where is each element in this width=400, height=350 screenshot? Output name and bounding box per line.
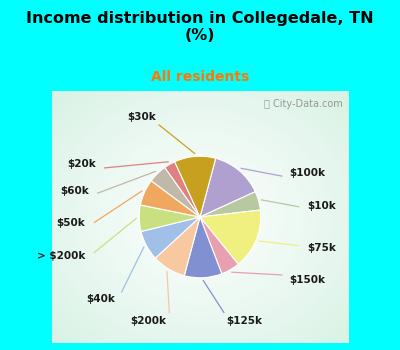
Text: $10k: $10k — [308, 201, 336, 211]
Text: $150k: $150k — [289, 275, 325, 285]
Text: $100k: $100k — [289, 168, 325, 177]
Text: $60k: $60k — [60, 186, 89, 196]
Text: All residents: All residents — [151, 70, 249, 84]
Wedge shape — [151, 167, 200, 217]
Text: Income distribution in Collegedale, TN
(%): Income distribution in Collegedale, TN (… — [26, 10, 374, 43]
Text: > $200k: > $200k — [37, 251, 85, 260]
Wedge shape — [200, 158, 255, 217]
Text: $125k: $125k — [226, 316, 262, 326]
Text: $40k: $40k — [86, 294, 115, 303]
Wedge shape — [139, 205, 200, 231]
Wedge shape — [200, 192, 260, 217]
Text: $75k: $75k — [308, 243, 336, 253]
Wedge shape — [141, 217, 200, 258]
Text: $30k: $30k — [127, 112, 156, 122]
Text: $20k: $20k — [68, 159, 96, 169]
Wedge shape — [155, 217, 200, 276]
Wedge shape — [175, 156, 216, 217]
Text: $200k: $200k — [131, 316, 167, 326]
Wedge shape — [200, 217, 238, 274]
Wedge shape — [200, 210, 261, 264]
Wedge shape — [140, 181, 200, 217]
Text: $50k: $50k — [56, 218, 85, 228]
Wedge shape — [184, 217, 222, 278]
Wedge shape — [165, 162, 200, 217]
Text: ⓘ City-Data.com: ⓘ City-Data.com — [264, 99, 342, 108]
